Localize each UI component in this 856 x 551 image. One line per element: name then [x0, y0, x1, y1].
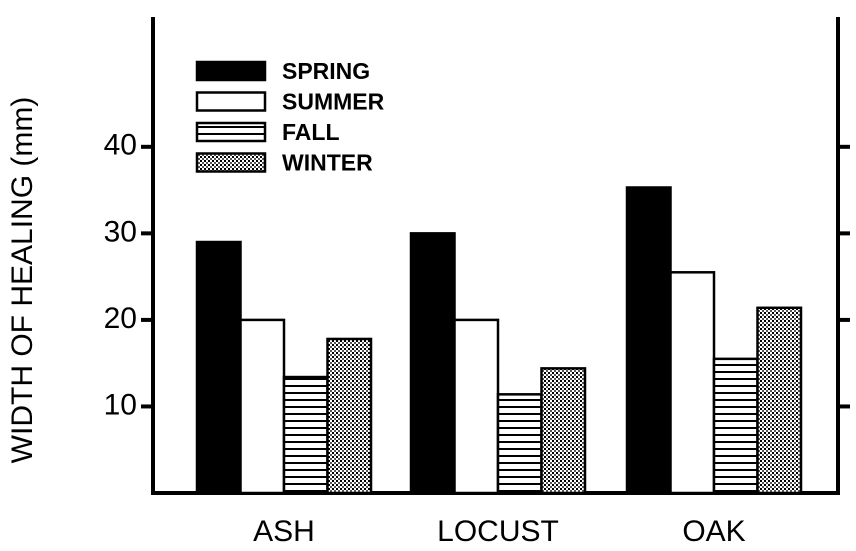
x-tick-label: OAK [682, 515, 745, 548]
x-tick-label: LOCUST [437, 515, 559, 548]
bar [540, 367, 587, 495]
y-tick-label: 40 [104, 129, 137, 162]
bar [282, 375, 329, 495]
legend-label: WINTER [282, 150, 373, 176]
legend-swatch [195, 60, 267, 82]
bar [195, 240, 242, 495]
bar [625, 186, 672, 495]
y-axis-label: WIDTH OF HEALING (mm) [6, 97, 39, 464]
y-tick-label: 20 [104, 302, 137, 335]
legend-label: FALL [282, 119, 340, 145]
bar [712, 357, 759, 495]
legend-swatch [195, 121, 267, 143]
bar [669, 271, 716, 495]
bar [239, 318, 286, 495]
legend-label: SPRING [282, 58, 370, 84]
bar [756, 306, 803, 495]
bar [453, 318, 500, 495]
bar [409, 232, 456, 495]
y-tick-label: 30 [104, 215, 137, 248]
y-tick-label: 10 [104, 388, 137, 421]
legend-swatch [195, 152, 267, 173]
legend-label: SUMMER [282, 89, 385, 115]
x-tick-label: ASH [253, 515, 315, 548]
bar [326, 337, 373, 495]
bar [496, 393, 543, 495]
legend-swatch [195, 91, 267, 112]
